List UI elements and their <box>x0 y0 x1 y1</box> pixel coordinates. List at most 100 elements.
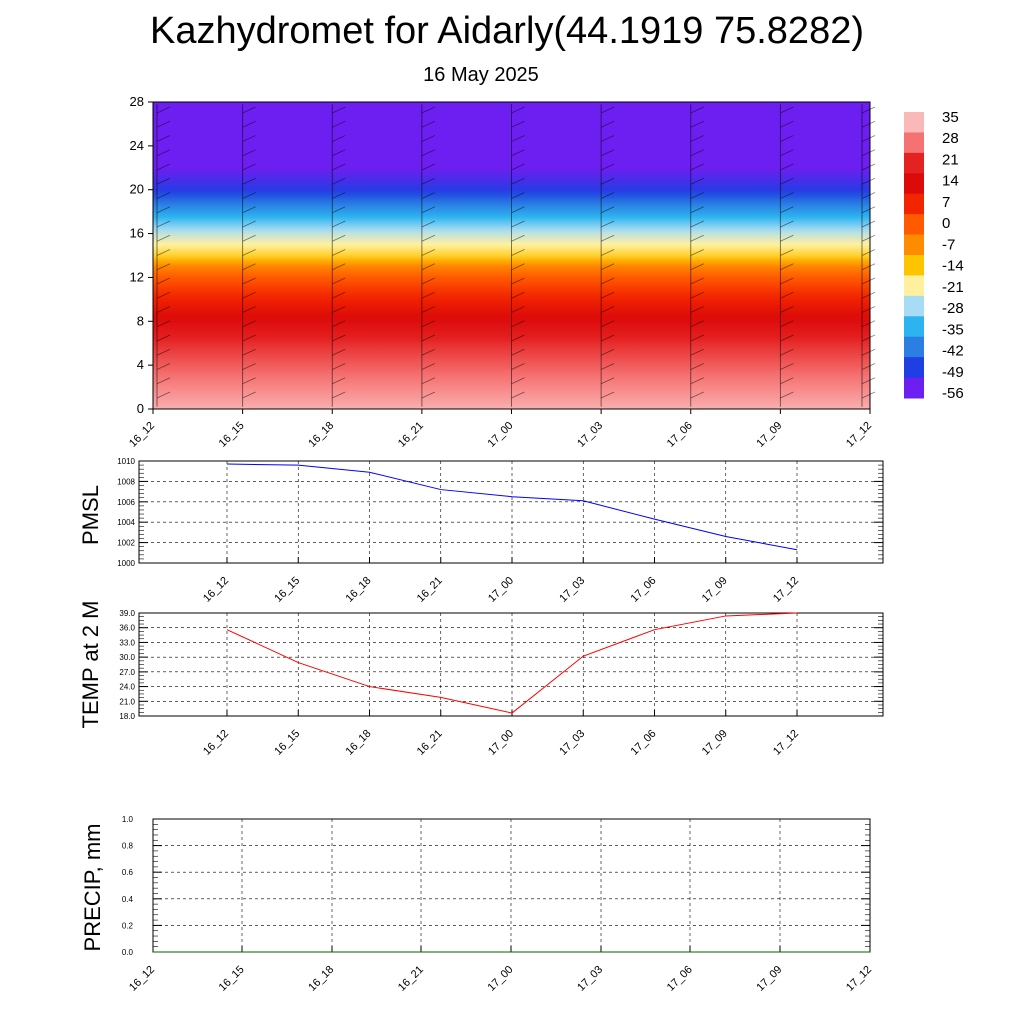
pmsl-panel: 1000 1002 1004 1006 1008 1010 16_12 16_15 16_18 1… <box>78 457 884 605</box>
wind-barb <box>242 277 256 285</box>
wind-barb <box>332 291 346 299</box>
wind-barb <box>242 163 256 171</box>
colorbar-label: 35 <box>942 109 959 126</box>
wind-barb <box>421 163 436 171</box>
wind-barb <box>690 363 704 370</box>
x-tick-label: 16_15 <box>217 420 247 450</box>
wind-barb <box>600 306 615 313</box>
wind-barb <box>861 263 876 271</box>
wind-barb <box>600 263 615 271</box>
y-tick-label: 21.0 <box>119 697 135 706</box>
wind-barb <box>780 120 794 128</box>
wind-barb <box>332 363 346 370</box>
y-tick-label: 4 <box>137 357 144 372</box>
wind-barb <box>600 234 615 242</box>
wind-barb <box>861 377 876 385</box>
wind-barb <box>780 220 794 228</box>
wind-barb <box>780 177 794 185</box>
x-tick-label: 16_18 <box>344 575 374 605</box>
wind-barb <box>861 135 876 142</box>
y-axis-label: TEMP at 2 M <box>78 601 103 729</box>
colorbar-swatch <box>904 275 924 297</box>
wind-barb <box>690 149 704 157</box>
wind-barb <box>421 334 436 342</box>
wind-barb <box>690 220 704 228</box>
wind-barb <box>600 163 615 171</box>
wind-barb <box>156 348 171 356</box>
wind-barb <box>421 192 436 199</box>
wind-barb <box>861 234 876 242</box>
colorbar-swatch <box>904 214 924 236</box>
x-tick-label: 17_09 <box>700 728 730 758</box>
y-tick-label: 1010 <box>117 457 135 466</box>
wind-barb <box>690 320 704 328</box>
wind-barb <box>242 106 256 114</box>
wind-barb <box>332 206 346 214</box>
x-tick-label: 17_09 <box>754 964 784 994</box>
wind-barb <box>332 149 346 157</box>
wind-barb <box>780 348 794 356</box>
colorbar-label: 28 <box>942 130 959 147</box>
wind-barb <box>242 320 256 328</box>
x-tick-label: 17_12 <box>844 964 874 994</box>
wind-barb <box>780 363 794 370</box>
wind-barb <box>861 120 876 128</box>
y-tick-label: 0.2 <box>122 921 134 930</box>
colorbar-label: -42 <box>942 343 964 360</box>
x-tick-label: 16_21 <box>415 575 445 605</box>
x-tick-label: 16_18 <box>344 728 374 758</box>
x-tick-label: 17_09 <box>700 575 730 605</box>
wind-barb <box>600 106 615 114</box>
wind-barb <box>511 177 525 185</box>
wind-barb <box>421 135 436 142</box>
x-tick-label: 16_12 <box>127 964 157 994</box>
wind-barb <box>511 234 525 242</box>
y-tick-label: 0.6 <box>122 868 134 877</box>
wind-barb <box>600 177 615 185</box>
wind-barb <box>156 220 171 228</box>
wind-barb <box>600 206 615 214</box>
wind-barb <box>242 206 256 214</box>
x-tick-label: 16_15 <box>217 964 247 994</box>
wind-barb <box>861 163 876 171</box>
wind-barb <box>780 234 794 242</box>
wind-barb <box>156 106 171 114</box>
wind-barb <box>242 120 256 128</box>
wind-barb <box>332 106 346 114</box>
colorbar-label: -35 <box>942 321 964 338</box>
wind-barb <box>690 163 704 171</box>
wind-barb <box>780 263 794 271</box>
x-tick-label: 16_12 <box>201 575 231 605</box>
wind-barb <box>156 334 171 342</box>
wind-barb <box>511 391 525 399</box>
y-tick-label: 39.0 <box>119 609 135 618</box>
y-tick-label: 0.8 <box>122 842 134 851</box>
x-tick-label: 16_12 <box>201 728 231 758</box>
wind-barb <box>156 192 171 199</box>
x-tick-label: 16_12 <box>127 420 157 450</box>
x-tick-label: 17_12 <box>844 420 874 450</box>
wind-barb <box>780 192 794 199</box>
x-tick-label: 17_03 <box>557 575 587 605</box>
wind-barb <box>332 177 346 185</box>
wind-barb <box>690 291 704 299</box>
wind-barb <box>332 120 346 128</box>
x-tick-label: 16_21 <box>396 964 426 994</box>
wind-barb <box>600 320 615 328</box>
wind-barb <box>861 320 876 328</box>
wind-barb <box>600 120 615 128</box>
wind-barb <box>332 249 346 256</box>
y-tick-label: 16 <box>130 226 144 241</box>
y-tick-label: 8 <box>137 313 144 328</box>
series-line <box>226 463 798 551</box>
colorbar-swatch <box>904 234 924 256</box>
colorbar-label: -21 <box>942 279 964 296</box>
wind-barb <box>780 377 794 385</box>
colorbar-swatch <box>904 152 924 174</box>
wind-barb <box>156 277 171 285</box>
colorbar-label: -14 <box>942 258 964 275</box>
wind-barb <box>242 135 256 142</box>
wind-barb <box>780 163 794 171</box>
wind-barb <box>600 334 615 342</box>
wind-barb <box>511 163 525 171</box>
